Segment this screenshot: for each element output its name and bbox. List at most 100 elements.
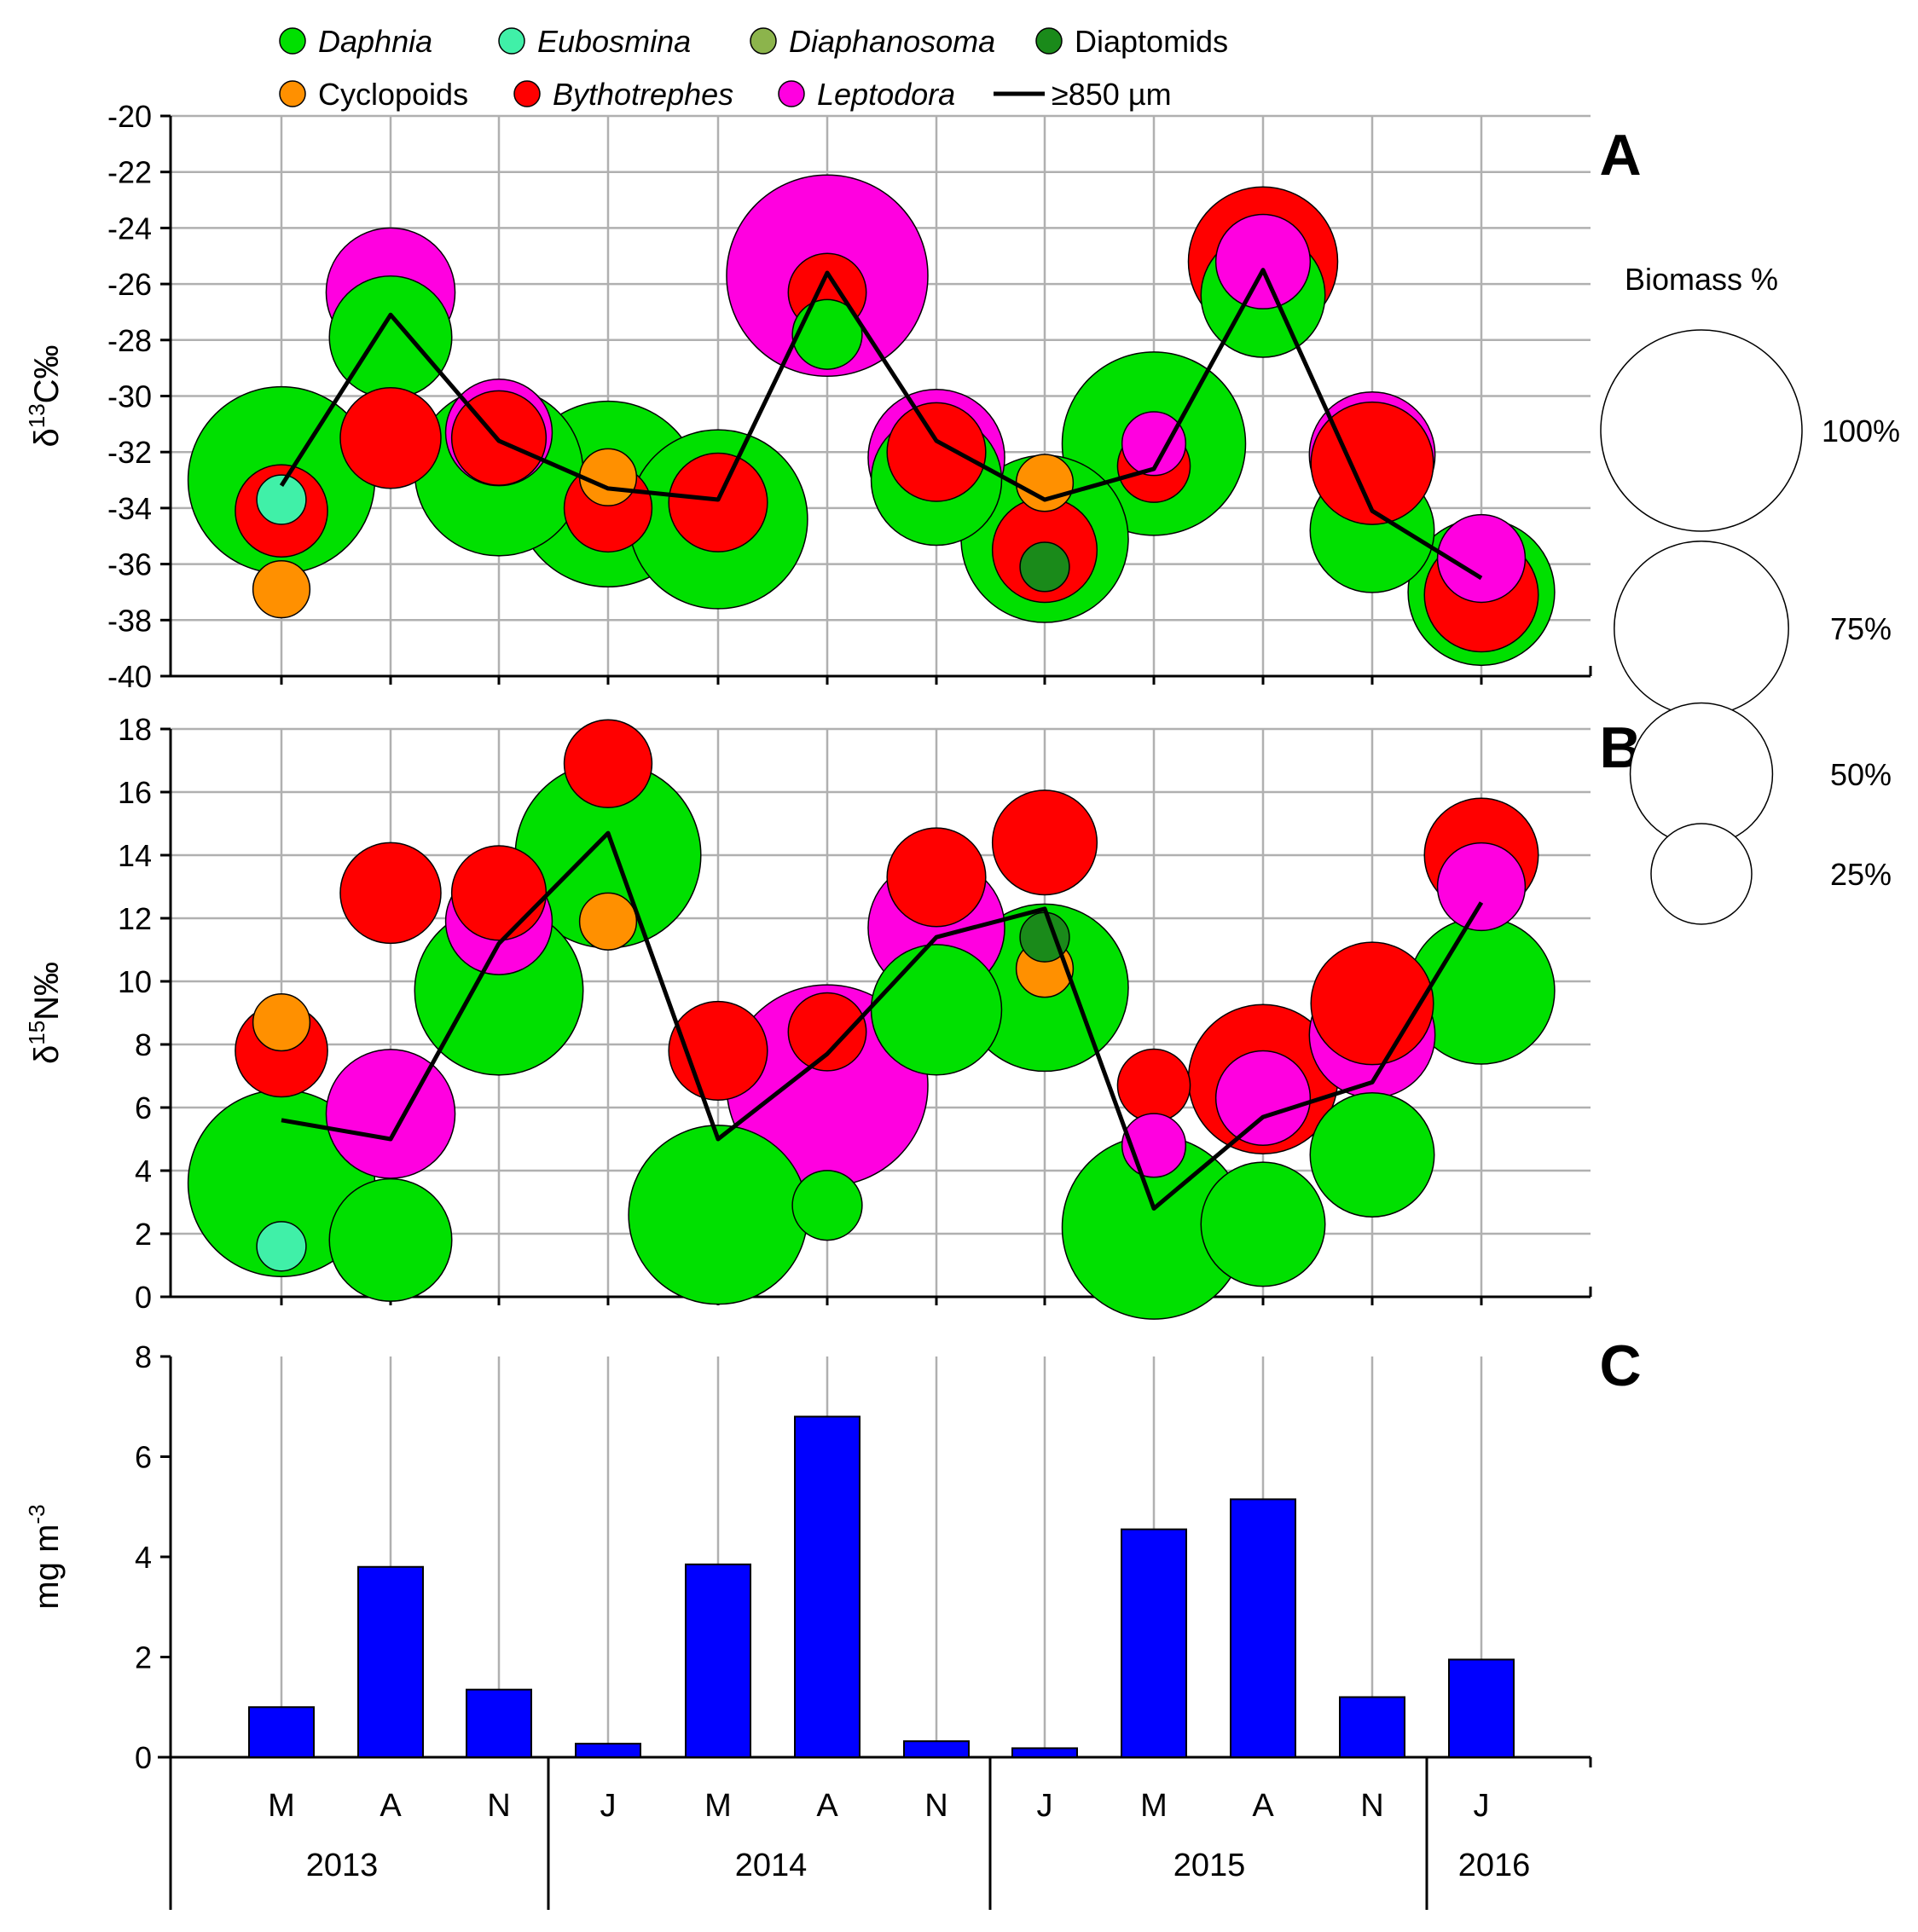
biomass-legend-label: 50% [1830,757,1892,792]
legend-label: Eubosmina [537,24,691,59]
cyclopoids-bubble [252,992,311,1052]
bar-2 [466,1688,532,1758]
bythotrephes-bubble [668,1000,768,1101]
legend-eubosmina-marker [498,27,525,55]
bythotrephes-bubble [339,842,442,945]
y-tick-label: 4 [135,1154,152,1189]
line-850um-series [279,268,1483,581]
y-tick-label: -32 [107,435,152,470]
legend-diaptomids-marker [1035,27,1063,55]
y-tick-label: -26 [107,267,152,302]
daphnia-bubble [328,1177,453,1302]
y-tick-label: 4 [135,1540,152,1575]
y-tick-label: 8 [135,1027,152,1062]
y-tick-label: -40 [107,659,152,694]
month-label: J [1037,1788,1053,1824]
legend-leptodora-marker [778,80,805,107]
cyclopoids-bubble [1015,454,1075,512]
leptodora-bubble [1214,1050,1312,1146]
month-label: A [816,1788,838,1824]
biomass-legend-circle-25 [1650,823,1753,925]
bythotrephes-bubble [563,719,653,808]
month-label: J [1474,1788,1490,1824]
month-label: M [1140,1788,1168,1824]
y-tick-label: -24 [107,211,152,246]
bar-6 [903,1740,970,1758]
month-label: N [487,1788,510,1824]
bar-3 [575,1743,641,1758]
y-tick-label: 6 [135,1440,152,1475]
cyclopoids-bubble [252,560,311,619]
bythotrephes-bubble [1310,941,1434,1066]
y-tick-label: -30 [107,379,152,414]
y-tick-label: 8 [135,1339,152,1374]
y-tick-label: 10 [118,964,152,999]
legend-label: Bythotrephes [553,77,733,112]
y-tick-label: -36 [107,547,152,582]
year-label: 2013 [306,1848,379,1883]
leptodora-bubble [1436,513,1527,604]
legend-diaphanosoma-marker [750,27,777,55]
y-axis-title: mg m-3 [24,1504,66,1609]
month-label: J [600,1788,617,1824]
panel-letter-c: C [1599,1333,1641,1398]
leptodora-bubble [325,1049,456,1179]
bythotrephes-bubble [886,402,987,502]
year-label: 2016 [1458,1848,1531,1883]
y-tick-label: 12 [118,901,152,936]
eubosmina-bubble [256,1221,307,1272]
daphnia-bubble [870,944,1003,1076]
leptodora-bubble [1436,842,1527,932]
diaptomids-bubble [1019,541,1070,593]
y-tick-label: 14 [118,838,152,873]
bythotrephes-bubble [1310,401,1434,525]
y-tick-label: 18 [118,712,152,747]
biomass-legend-label: 100% [1822,414,1900,448]
y-tick-label: -22 [107,155,152,190]
panel-letter-a: A [1599,123,1641,188]
bar-1 [357,1565,424,1758]
bar-9 [1230,1498,1296,1758]
y-tick-label: 16 [118,775,152,810]
month-label: N [924,1788,947,1824]
legend-cyclopoids-marker [279,80,306,107]
leptodora-bubble [1121,411,1187,477]
y-tick-label: 2 [135,1217,152,1252]
legend-label: Leptodora [817,77,955,112]
biomass-legend-circle-75 [1614,541,1789,716]
biomass-legend-circle-100 [1600,329,1803,532]
daphnia-bubble [628,1125,808,1305]
biomass-legend-label: 75% [1830,611,1892,646]
legend-daphnia-marker [279,27,306,55]
daphnia-bubble [791,1170,863,1241]
daphnia-bubble [1309,1092,1435,1218]
cyclopoids-bubble [578,892,638,951]
legend-label: Diaphanosoma [789,24,995,59]
y-tick-label: -28 [107,323,152,358]
bar-5 [794,1415,860,1758]
y-tick-label: 0 [135,1740,152,1775]
panel-c-biomass-bars: 0 2 4 6 8 Cmg m-3 [24,1333,1642,1775]
bar-7 [1011,1747,1078,1759]
y-tick-label: 2 [135,1640,152,1675]
legend-label: Diaptomids [1075,24,1228,59]
legend-bythotrephes-marker [513,80,541,107]
legend-label: Daphnia [318,24,432,59]
year-label: 2014 [735,1848,808,1883]
legend-label: Cyclopoids [318,77,468,112]
bythotrephes-bubble [1116,1048,1191,1123]
month-label: M [268,1788,295,1824]
y-axis-title: δ15N‰ [24,962,66,1064]
bythotrephes-bubble [787,992,867,1072]
biomass-legend-label: 25% [1830,857,1892,892]
bythotrephes-bubble [668,452,768,552]
bar-11 [1448,1658,1515,1758]
y-tick-label: 6 [135,1090,152,1125]
line-850um-series [281,830,1484,1211]
leptodora-bubble [1214,213,1312,309]
month-label: A [380,1788,402,1824]
biomass-legend-title: Biomass % [1625,262,1778,297]
